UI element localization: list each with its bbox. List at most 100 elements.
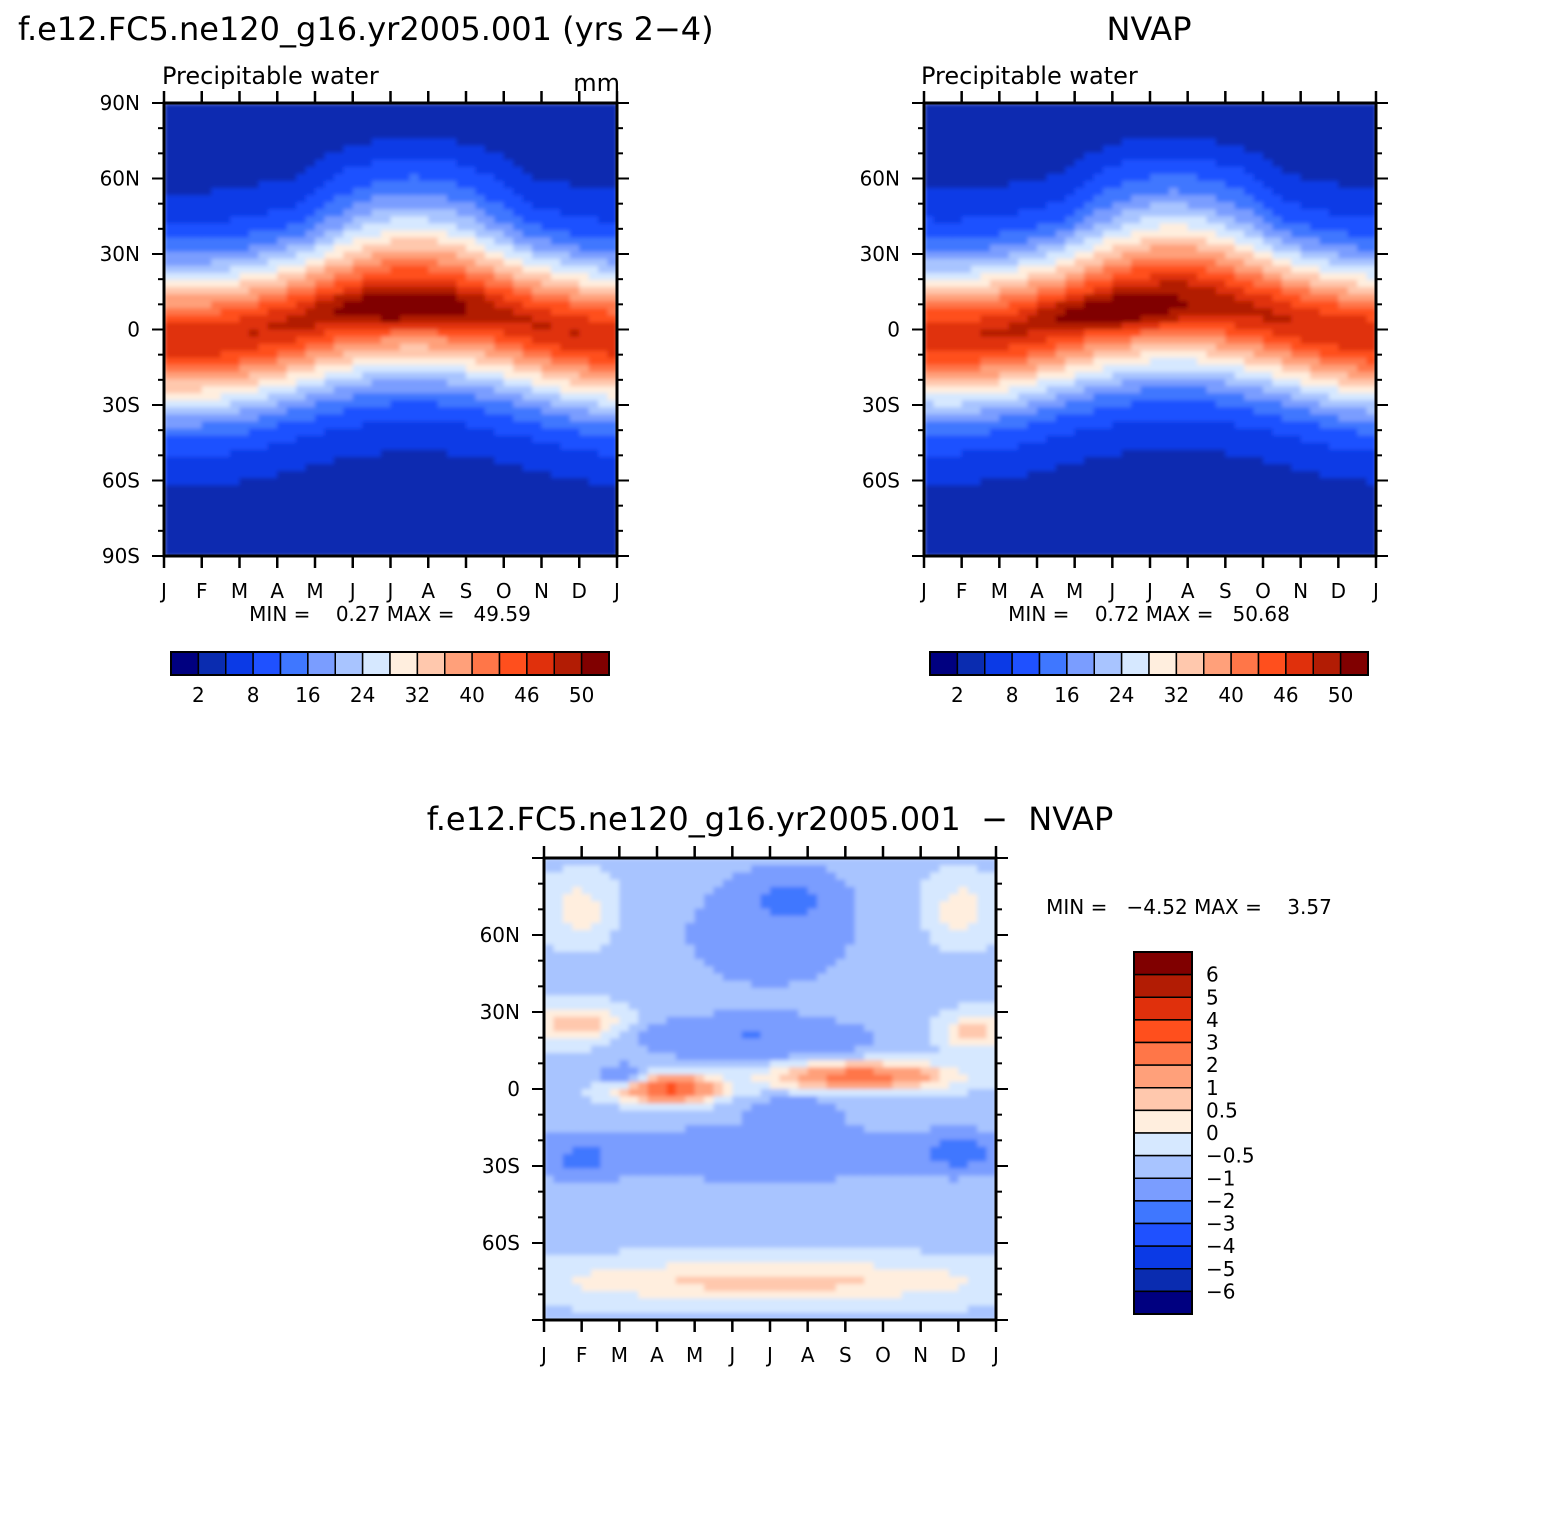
contour-cell [1027, 541, 1038, 550]
contour-cell [343, 407, 354, 416]
contour-cell [371, 195, 382, 203]
contour-cell [437, 357, 448, 366]
contour-cell [1093, 414, 1104, 423]
contour-cell [381, 244, 392, 253]
contour-cell [1018, 343, 1029, 352]
contour-cell [588, 386, 599, 395]
contour-cell [532, 442, 543, 451]
contour-cell [942, 506, 954, 515]
contour-cell [1178, 336, 1189, 345]
contour-cell [550, 357, 562, 366]
contour-cell [1112, 216, 1123, 225]
contour-cell [579, 520, 590, 529]
contour-cell [315, 294, 326, 302]
contour-cell [324, 237, 335, 246]
contour-cell [182, 195, 194, 203]
contour-cell [371, 386, 382, 395]
contour-cell [560, 159, 571, 168]
contour-cell [409, 485, 420, 494]
contour-cell [1055, 322, 1067, 331]
contour-cell [1093, 237, 1104, 246]
contour-cell [1008, 506, 1019, 515]
contour-cell [513, 471, 524, 479]
contour-cell [447, 371, 458, 380]
contour-cell [989, 209, 1001, 218]
contour-cell [522, 541, 533, 550]
contour-cell [961, 364, 972, 373]
contour-cell [456, 414, 467, 423]
contour-cell [1084, 131, 1095, 140]
contour-cell [258, 244, 269, 253]
contour-cell [466, 428, 477, 437]
contour-cell [381, 548, 392, 556]
contour-cell [598, 258, 609, 267]
contour-cell [173, 407, 184, 416]
contour-cell [569, 456, 581, 465]
contour-cell [1084, 449, 1095, 458]
contour-cell [371, 371, 382, 380]
contour-cell [399, 294, 411, 302]
contour-cell [371, 230, 382, 239]
contour-cell [447, 322, 458, 331]
contour-cell [961, 527, 972, 536]
contour-cell [924, 414, 935, 423]
contour-cell [1084, 400, 1095, 409]
contour-cell [1074, 478, 1085, 487]
contour-cell [343, 485, 354, 494]
contour-cell [961, 435, 972, 444]
contour-cell [1027, 456, 1038, 465]
contour-cell [933, 287, 944, 295]
contour-cell [1008, 315, 1019, 324]
contour-cell [1178, 350, 1189, 359]
contour-cell [475, 499, 486, 508]
contour-cell [362, 124, 373, 133]
contour-cell [192, 301, 203, 310]
contour-cell [230, 478, 241, 487]
contour-cell [343, 159, 354, 168]
contour-cell [1102, 308, 1114, 317]
contour-cell [456, 145, 467, 154]
contour-cell [456, 202, 467, 210]
contour-cell [475, 506, 486, 515]
contour-cell [447, 265, 458, 274]
contour-cell [447, 166, 458, 175]
contour-cell [924, 124, 935, 133]
contour-cell [296, 400, 307, 409]
contour-cell [989, 329, 1001, 338]
contour-cell [607, 329, 617, 338]
contour-cell [418, 103, 430, 111]
contour-cell [971, 237, 982, 246]
contour-cell [315, 449, 326, 458]
contour-cell [343, 166, 354, 175]
contour-cell [607, 166, 617, 175]
contour-cell [1168, 223, 1180, 232]
contour-cell [248, 463, 260, 472]
contour-cell [201, 400, 212, 409]
contour-cell [399, 301, 411, 310]
contour-cell [484, 379, 496, 387]
contour-cell [513, 499, 524, 508]
contour-cell [503, 195, 514, 203]
contour-cell [230, 386, 241, 395]
contour-cell [475, 145, 486, 154]
contour-cell [399, 202, 411, 210]
contour-cell [522, 379, 533, 387]
contour-cell [1018, 400, 1029, 409]
contour-cell [428, 110, 439, 118]
contour-cell [541, 159, 552, 168]
contour-cell [182, 414, 194, 423]
contour-cell [484, 492, 496, 501]
contour-cell [1008, 336, 1019, 345]
contour-cell [371, 364, 382, 373]
contour-cell [1008, 244, 1019, 253]
contour-cell [1168, 152, 1180, 161]
contour-cell [164, 294, 175, 302]
contour-cell [192, 329, 203, 338]
contour-cell [409, 428, 420, 437]
contour-cell [418, 279, 430, 288]
contour-cell [456, 265, 467, 274]
contour-cell [230, 471, 241, 479]
contour-cell [1074, 237, 1085, 246]
contour-cell [989, 357, 1001, 366]
contour-cell [239, 471, 250, 479]
